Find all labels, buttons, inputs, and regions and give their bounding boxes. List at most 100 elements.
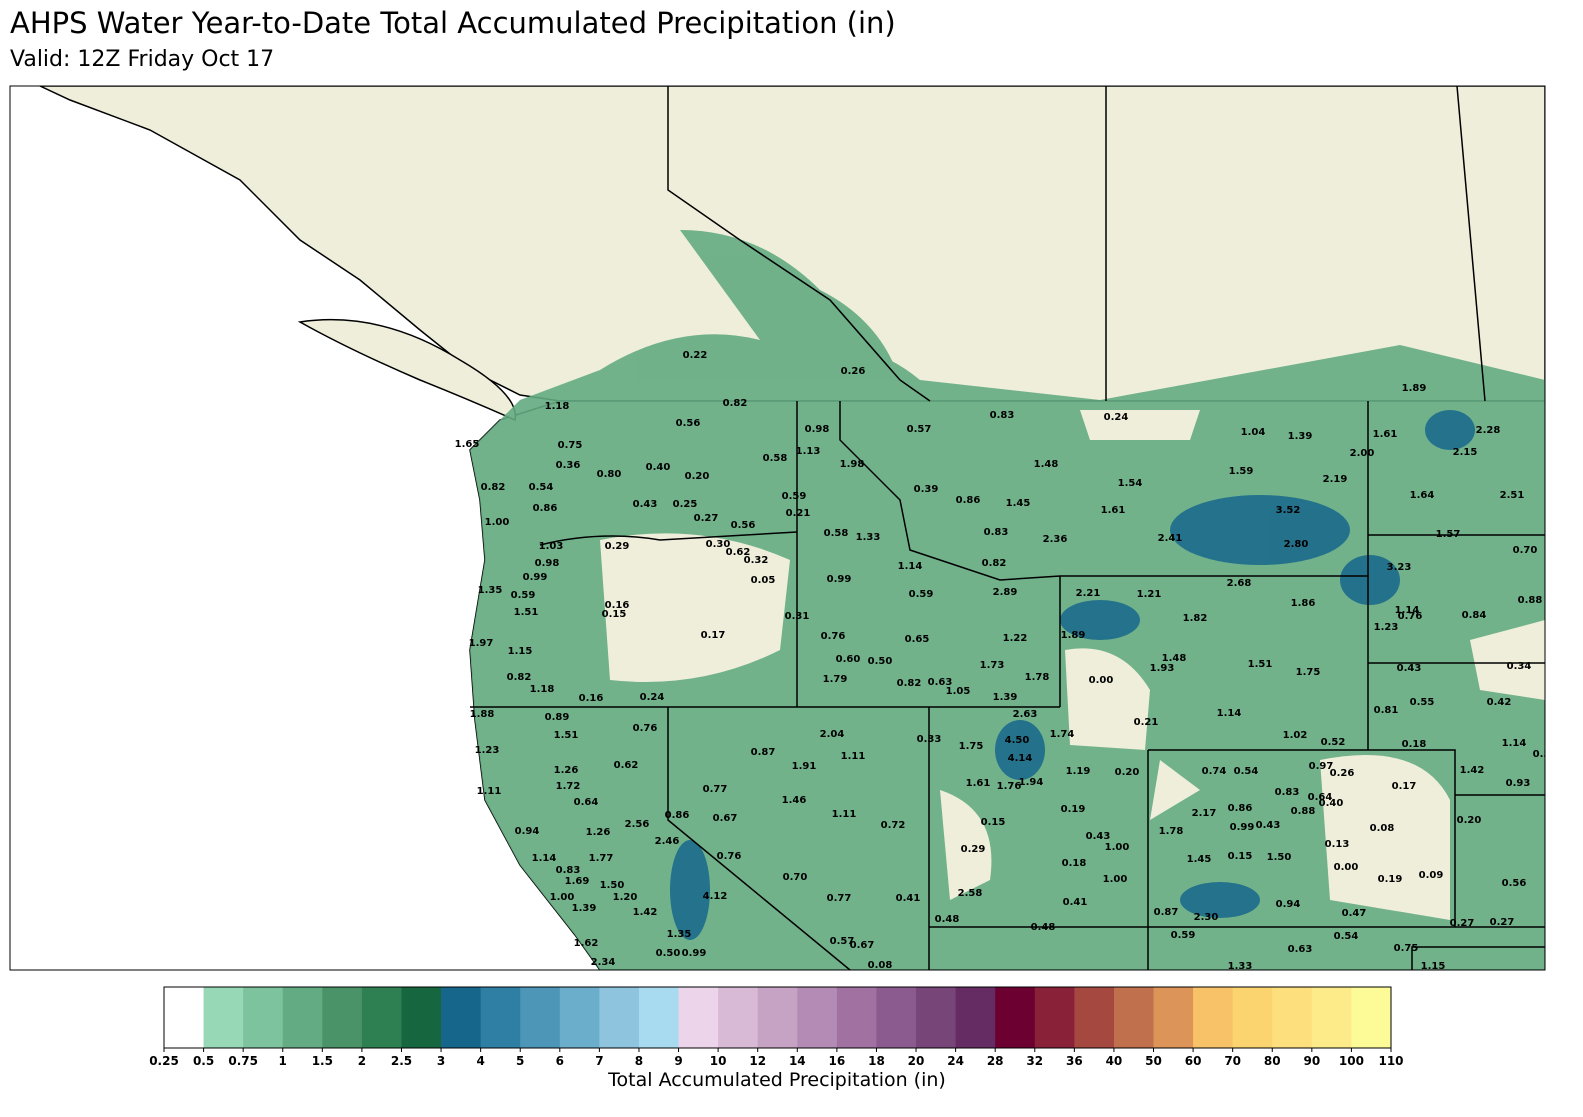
station-value: 2.51 bbox=[1500, 490, 1525, 501]
station-value: 2.21 bbox=[1076, 588, 1101, 599]
station-value: 0.86 bbox=[1228, 803, 1253, 814]
station-value: 0.70 bbox=[783, 872, 808, 883]
station-value: 1.11 bbox=[832, 809, 857, 820]
station-value: 0.18 bbox=[1062, 858, 1087, 869]
station-value: 0.76 bbox=[1398, 611, 1423, 622]
station-value: 0.63 bbox=[928, 677, 953, 688]
station-value: 1.93 bbox=[1150, 663, 1175, 674]
colorbar-swatch bbox=[1272, 987, 1313, 1048]
station-value: 0.50 bbox=[868, 656, 893, 667]
station-value: 0.97 bbox=[1309, 761, 1334, 772]
station-value: 0.43 bbox=[1397, 663, 1422, 674]
station-value: 1.23 bbox=[1374, 622, 1399, 633]
colorbar: 0.25 0.5 0.75 1 1.5 2 2.5 3 4 5 6 7 8 9 10 12 14 16 18 20 24… bbox=[149, 986, 1404, 1068]
station-value: 4.50 bbox=[1005, 735, 1030, 746]
station-value: 1.20 bbox=[613, 892, 638, 903]
station-value: 1.86 bbox=[1291, 598, 1316, 609]
station-value: 0.76 bbox=[821, 631, 846, 642]
station-value: 1.61 bbox=[1101, 505, 1126, 516]
station-value: 0.00 bbox=[1089, 675, 1114, 686]
colorbar-swatch bbox=[1074, 987, 1115, 1048]
colorbar-tick-label: 12 bbox=[749, 1054, 766, 1068]
station-value: 0.43 bbox=[1256, 820, 1281, 831]
colorbar-tick-label: 2.5 bbox=[391, 1054, 412, 1068]
station-value: 0.74 bbox=[1202, 766, 1227, 777]
station-value: 1.19 bbox=[1066, 766, 1091, 777]
station-value: 1.61 bbox=[966, 778, 991, 789]
station-value: 0.82 bbox=[481, 482, 506, 493]
station-value: 0.59 bbox=[1171, 930, 1196, 941]
station-labels: 0.220.261.890.821.180.240.830.560.98 0.57… bbox=[455, 350, 1545, 972]
station-value: 1.91 bbox=[792, 761, 817, 772]
station-value: 3.23 bbox=[1387, 562, 1412, 573]
station-value: 1.11 bbox=[841, 751, 866, 762]
station-value: 0.58 bbox=[824, 528, 849, 539]
colorbar-tick-label: 1 bbox=[279, 1054, 287, 1068]
station-value: 0.54 bbox=[529, 482, 554, 493]
station-value: 0.31 bbox=[785, 611, 810, 622]
station-value: 2.04 bbox=[820, 729, 845, 740]
station-value: 0.20 bbox=[685, 471, 710, 482]
station-value: 0.76 bbox=[633, 723, 658, 734]
colorbar-tick-label: 110 bbox=[1378, 1054, 1403, 1068]
station-value: 0.52 bbox=[1321, 737, 1346, 748]
station-value: 0.86 bbox=[533, 503, 558, 514]
station-value: 0.48 bbox=[935, 914, 960, 925]
station-value: 0.58 bbox=[763, 453, 788, 464]
colorbar-swatch bbox=[718, 987, 759, 1048]
colorbar-frame bbox=[163, 986, 1392, 1049]
station-value: 0.82 bbox=[723, 398, 748, 409]
station-value: 0.67 bbox=[713, 813, 738, 824]
station-value: 1.75 bbox=[959, 741, 984, 752]
station-value: 2.68 bbox=[1227, 578, 1252, 589]
colorbar-tick-label: 70 bbox=[1224, 1054, 1241, 1068]
station-value: 0.24 bbox=[1104, 412, 1129, 423]
station-value: 2.80 bbox=[1284, 539, 1309, 550]
station-value: 0.83 bbox=[556, 865, 581, 876]
station-value: 0.15 bbox=[1228, 851, 1253, 862]
station-value: 0.82 bbox=[507, 672, 532, 683]
colorbar-swatch bbox=[361, 987, 402, 1048]
station-value: 1.18 bbox=[545, 401, 570, 412]
station-value: 1.00 bbox=[550, 892, 575, 903]
station-value: 0.39 bbox=[914, 484, 939, 495]
station-value: 0.77 bbox=[827, 893, 852, 904]
station-value: 0.21 bbox=[1134, 717, 1159, 728]
station-value: 0.40 bbox=[646, 462, 671, 473]
colorbar-swatch bbox=[1232, 987, 1273, 1048]
station-value: 0.08 bbox=[868, 960, 893, 971]
colorbar-swatch bbox=[441, 987, 482, 1048]
station-value: 0.50 bbox=[656, 948, 681, 959]
station-value: 0.93 bbox=[1506, 778, 1531, 789]
colorbar-tick-label: 2 bbox=[358, 1054, 366, 1068]
station-value: 0.56 bbox=[676, 418, 701, 429]
colorbar-swatch bbox=[638, 987, 680, 1048]
station-value: 2.63 bbox=[1013, 709, 1038, 720]
colorbar-tick-label: 100 bbox=[1339, 1054, 1364, 1068]
colorbar-tick-label: 9 bbox=[674, 1054, 682, 1068]
colorbar-tick-label: 40 bbox=[1106, 1054, 1123, 1068]
station-value: 3.52 bbox=[1276, 505, 1301, 516]
colorbar-tick-label: 14 bbox=[789, 1054, 806, 1068]
colorbar-tick-label: 6 bbox=[556, 1054, 564, 1068]
colorbar-swatch bbox=[559, 987, 600, 1048]
station-value: 0.32 bbox=[744, 555, 769, 566]
colorbar-swatch bbox=[282, 987, 323, 1048]
station-value: 0.99 bbox=[1230, 822, 1255, 833]
station-value: 0.77 bbox=[703, 784, 728, 795]
station-value: 1.48 bbox=[1162, 653, 1187, 664]
station-value: 1.50 bbox=[600, 880, 625, 891]
station-value: 1.15 bbox=[1421, 961, 1446, 972]
station-value: 2.00 bbox=[1350, 448, 1375, 459]
station-value: 2.30 bbox=[1194, 912, 1219, 923]
colorbar-swatch bbox=[480, 987, 521, 1048]
colorbar-tick-label: 60 bbox=[1185, 1054, 1202, 1068]
station-value: 1.62 bbox=[574, 938, 599, 949]
station-value: 1.14 bbox=[1395, 605, 1420, 616]
colorbar-swatch bbox=[1193, 987, 1234, 1048]
station-value: 0.75 bbox=[1394, 943, 1419, 954]
colorbar-swatch bbox=[203, 987, 244, 1048]
station-value: 0.05 bbox=[751, 575, 776, 586]
station-value: 1.39 bbox=[572, 903, 597, 914]
colorbar-swatch bbox=[757, 987, 798, 1048]
